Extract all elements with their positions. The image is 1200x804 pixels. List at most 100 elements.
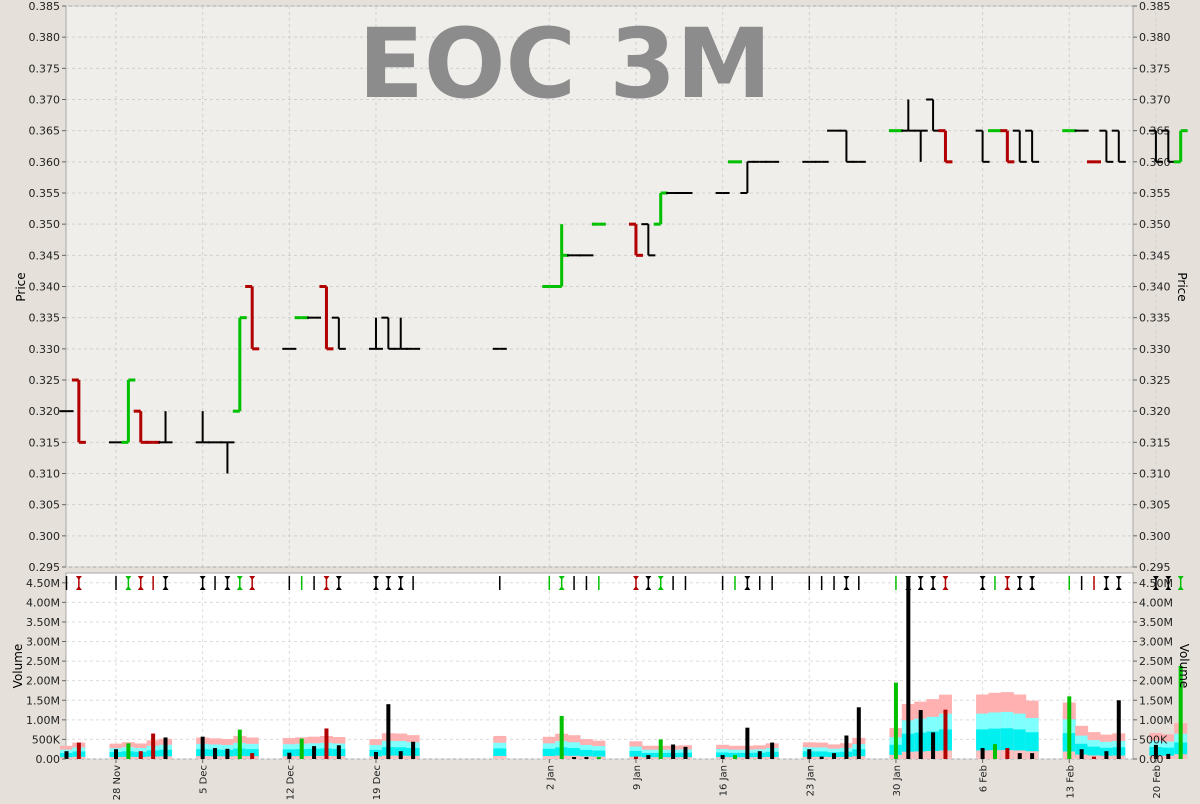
volume-band: [493, 755, 507, 759]
x-tick-label: 5 Dec: [199, 765, 210, 794]
volume-bar: [980, 748, 985, 759]
x-axis: 28 Nov 5 Dec 12 Dec 19 Dec 2 Jan 9 Jan 16 Jan 2…: [112, 759, 1163, 800]
price-tick-label: 0.350: [1139, 218, 1171, 231]
volume-bar: [386, 704, 391, 759]
price-tick-label: 0.355: [1139, 187, 1171, 200]
x-tick-label: 2 Jan: [545, 765, 556, 790]
volume-bar: [114, 749, 118, 759]
volume-bar: [126, 743, 131, 759]
ohlc-bar: [71, 378, 86, 444]
change-marker-arrow: [1004, 586, 1011, 590]
volume-tick-label: 4.50M: [26, 577, 60, 590]
volume-tick-label: 2.00M: [26, 675, 60, 688]
price-tick-label: 0.360: [29, 156, 61, 169]
volume-band: [542, 756, 556, 759]
volume-bar: [757, 751, 762, 759]
volume-markers: [65, 576, 1184, 590]
change-marker-arrow: [162, 576, 169, 580]
price-tick-label: 0.335: [1139, 312, 1171, 325]
volume-band: [493, 748, 507, 759]
volume-band: [567, 748, 581, 759]
x-tick-label: 6 Feb: [979, 765, 990, 792]
change-marker-arrow: [1004, 576, 1011, 580]
change-marker-arrow: [224, 586, 231, 590]
change-marker-arrow: [137, 576, 144, 580]
change-marker-arrow: [1103, 576, 1110, 580]
change-marker-arrow: [1029, 586, 1036, 590]
volume-tick-label: 0.00: [36, 753, 61, 766]
price-y-axis-right: 0.295 0.300 0.305 0.310 0.315 0.320 0.325 0.330…: [1133, 0, 1171, 574]
price-y-axis-left: 0.295 0.300 0.305 0.310 0.315 0.320 0.325 0.330…: [29, 0, 66, 574]
price-tick-label: 0.345: [1139, 249, 1171, 262]
price-tick-label: 0.360: [1139, 156, 1171, 169]
volume-bar: [1178, 665, 1183, 759]
x-tick-label: 28 Nov: [112, 765, 123, 800]
price-tick-label: 0.295: [1139, 561, 1171, 574]
volume-bar: [931, 732, 936, 759]
volume-bar: [163, 737, 168, 759]
volume-bars: [64, 576, 1183, 759]
volume-bar: [1017, 753, 1022, 759]
ohlc-bar: [1148, 129, 1163, 163]
volume-y-axis-right: 0.00 500K 1.00M 1.50M 2.00M 2.50M 3.00M 3.50M 4.…: [1133, 577, 1173, 766]
price-tick-label: 0.325: [29, 374, 61, 387]
volume-bar: [312, 746, 317, 759]
price-tick-label: 0.370: [1139, 94, 1171, 107]
ohlc-bar: [1000, 129, 1015, 164]
price-grid: [66, 5, 1157, 568]
volume-bar: [287, 752, 292, 759]
volume-bar: [1153, 744, 1158, 759]
volume-tick-label: 3.50M: [1139, 616, 1173, 629]
price-tick-label: 0.340: [29, 281, 61, 294]
change-marker-arrow: [1165, 586, 1172, 590]
volume-bar: [299, 738, 304, 759]
change-marker-arrow: [942, 586, 949, 590]
change-marker-arrow: [1029, 576, 1036, 580]
change-marker-arrow: [1115, 576, 1122, 580]
change-marker-arrow: [199, 576, 206, 580]
volume-bar: [1079, 749, 1084, 759]
price-tick-label: 0.300: [29, 530, 61, 543]
change-marker-arrow: [843, 586, 850, 590]
volume-tick-label: 4.00M: [1139, 596, 1173, 609]
volume-bar: [918, 710, 923, 759]
x-tick-label: 13 Feb: [1065, 765, 1076, 799]
volume-bar: [819, 756, 824, 759]
change-marker-arrow: [236, 586, 243, 590]
change-marker-arrow: [249, 576, 256, 580]
price-y-label-left: Price: [14, 272, 28, 301]
volume-bar: [1116, 700, 1121, 759]
volume-bar: [683, 746, 688, 759]
volume-tick-label: 4.50M: [1139, 577, 1173, 590]
volume-tick-label: 3.50M: [26, 616, 60, 629]
price-tick-label: 0.330: [1139, 343, 1171, 356]
volume-tick-label: 0.00: [1139, 753, 1164, 766]
volume-y-label-right: Volume: [1177, 644, 1191, 689]
ohlc-bar: [628, 222, 643, 257]
volume-bar: [733, 755, 737, 759]
volume-band: [579, 749, 593, 759]
price-tick-label: 0.375: [29, 62, 61, 75]
price-tick-label: 0.305: [29, 499, 61, 512]
ohlc-bar: [938, 129, 953, 164]
ohlc-bar: [913, 129, 928, 162]
price-tick-label: 0.325: [1139, 374, 1171, 387]
x-tick-label: 9 Jan: [632, 765, 643, 790]
price-tick-label: 0.365: [29, 125, 61, 138]
ohlc-bar: [975, 129, 990, 163]
x-tick-label: 30 Jan: [892, 765, 903, 796]
change-marker-arrow: [843, 576, 850, 580]
change-marker-arrow: [645, 576, 652, 580]
ohlc-bar: [245, 285, 260, 351]
volume-bar: [658, 739, 663, 759]
ohlc-bar: [368, 317, 383, 350]
volume-bar: [250, 753, 255, 759]
change-marker-arrow: [1152, 586, 1159, 590]
volume-bar: [844, 735, 849, 759]
price-tick-label: 0.380: [1139, 31, 1171, 44]
change-marker-arrow: [1016, 586, 1023, 590]
x-tick-label: 19 Dec: [372, 765, 383, 800]
ohlc-bar: [1173, 129, 1188, 164]
volume-tick-label: 1.00M: [26, 714, 60, 727]
